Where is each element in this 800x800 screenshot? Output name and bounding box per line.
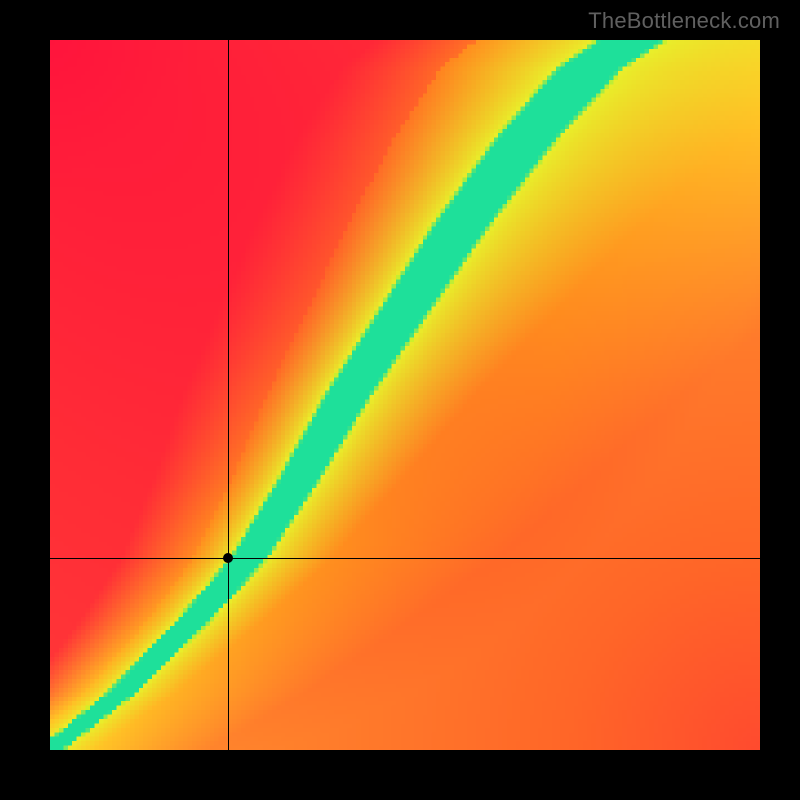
crosshair-vertical — [228, 40, 229, 750]
watermark-text: TheBottleneck.com — [588, 8, 780, 34]
crosshair-marker — [223, 553, 233, 563]
heatmap-canvas — [50, 40, 760, 750]
crosshair-horizontal — [50, 558, 760, 559]
chart-root: { "watermark": { "text": "TheBottleneck.… — [0, 0, 800, 800]
heatmap-plot — [50, 40, 760, 750]
